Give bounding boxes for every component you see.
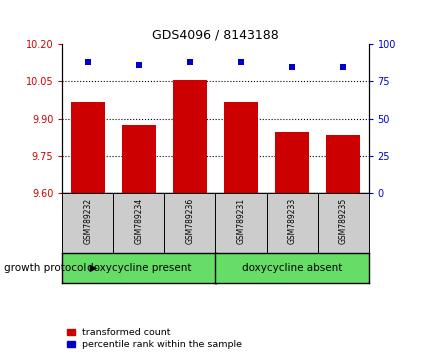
Text: GSM789234: GSM789234 [134, 198, 143, 244]
Bar [173, 80, 206, 193]
Text: GSM789232: GSM789232 [83, 198, 92, 244]
Text: doxycycline present: doxycycline present [86, 263, 191, 273]
Text: GSM789235: GSM789235 [338, 198, 347, 244]
Text: GSM789236: GSM789236 [185, 198, 194, 244]
Title: GDS4096 / 8143188: GDS4096 / 8143188 [152, 29, 278, 42]
Bar [71, 102, 104, 193]
Legend: transformed count, percentile rank within the sample: transformed count, percentile rank withi… [67, 329, 242, 349]
Text: doxycycline absent: doxycycline absent [241, 263, 341, 273]
Text: growth protocol ▶: growth protocol ▶ [4, 263, 98, 273]
Bar [275, 132, 308, 193]
Text: GSM789233: GSM789233 [287, 198, 296, 244]
Bar [326, 135, 359, 193]
Bar [122, 125, 155, 193]
Text: GSM789231: GSM789231 [236, 198, 245, 244]
Bar [224, 102, 257, 193]
